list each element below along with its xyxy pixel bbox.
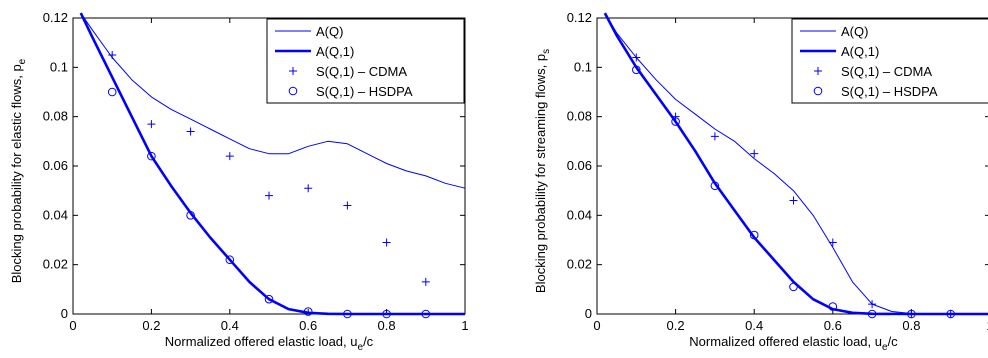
- cdma-point: [710, 132, 719, 141]
- legend-label: S(Q,1) – CDMA: [841, 64, 932, 79]
- hsdpa-point: [749, 230, 759, 240]
- hsdpa-point: [107, 87, 117, 97]
- y-axis-label-main: Blocking probability for streaming flows…: [533, 54, 548, 293]
- y-tick-label: 0.08: [43, 109, 68, 124]
- cdma-point: [828, 238, 837, 247]
- y-axis-label-sub: e: [17, 58, 28, 64]
- cdma-point: [265, 191, 273, 200]
- legend: A(Q) A(Q,1) S(Q,1) – CDMA S(Q,1) – HSDPA: [266, 18, 465, 104]
- x-tick-label: 0.4: [221, 318, 239, 333]
- cdma-point: [382, 238, 391, 247]
- cdma-point: [789, 196, 798, 205]
- cdma-point: [421, 277, 430, 286]
- hsdpa-point: [264, 294, 274, 304]
- hsdpa-point: [867, 309, 877, 319]
- chart-panel-1: 0 0.2 0.4 0.6 0.8 1 0 0.02 0.04 0.06 0.08 0.1 0.12 No…: [9, 10, 469, 353]
- cdma-point: [907, 310, 916, 318]
- legend-label: A(Q): [841, 24, 868, 39]
- cdma-point: [108, 51, 117, 59]
- y-tick-label: 0.1: [574, 59, 592, 74]
- hsdpa-point: [421, 309, 431, 319]
- legend-label: A(Q): [316, 24, 343, 39]
- x-axis-label-suffix: /c: [363, 334, 374, 349]
- legend-label: S(Q,1) – HSDPA: [316, 84, 413, 99]
- x-tick-label: 0.8: [902, 318, 920, 333]
- legend-swatch: [813, 86, 823, 96]
- x-tick-label: 0.8: [378, 318, 396, 333]
- cdma-point: [632, 53, 641, 62]
- legend: A(Q) A(Q,1) S(Q,1) – CDMA S(Q,1) – HSDPA: [791, 18, 988, 104]
- cdma-point: [304, 184, 313, 193]
- legend-box: [266, 18, 465, 104]
- x-tick-label: 0.2: [142, 318, 160, 333]
- hsdpa-point: [671, 117, 680, 126]
- x-tick-label: 0: [69, 318, 76, 333]
- y-tick-label: 0.12: [43, 10, 68, 25]
- x-axis-label: Normalized offered elastic load, ue/c: [689, 334, 898, 353]
- x-tick-label: 0.4: [745, 318, 763, 333]
- hsdpa-point: [907, 309, 916, 319]
- x-tick-label: 0: [593, 318, 600, 333]
- y-tick-label: 0.02: [567, 257, 592, 272]
- legend-box: [791, 18, 988, 104]
- y-tick-label: 0.06: [567, 158, 592, 173]
- y-tick-label: 0: [585, 306, 592, 321]
- cdma-point: [750, 149, 759, 158]
- y-tick-label: 0.04: [567, 207, 592, 222]
- cdma-point: [225, 152, 234, 161]
- legend-label: S(Q,1) – CDMA: [316, 64, 407, 79]
- hsdpa-point: [343, 309, 352, 319]
- y-axis-label: Blocking probability for streaming flows…: [533, 49, 552, 293]
- y-tick-label: 0.04: [43, 207, 68, 222]
- y-tick-label: 0.06: [43, 158, 68, 173]
- chart-panel-2: 0 0.2 0.4 0.6 0.8 1 0 0.02 0.04 0.06 0.08 0.1 0.12 No…: [533, 10, 988, 353]
- cdma-point: [147, 120, 156, 129]
- x-axis-label: Normalized offered elastic load, ue/c: [165, 334, 374, 353]
- y-tick-label: 0.08: [567, 109, 592, 124]
- legend-label: A(Q,1): [841, 44, 879, 59]
- hsdpa-point: [382, 309, 391, 319]
- y-tick-label: 0: [61, 306, 68, 321]
- x-axis-label-main: Normalized offered elastic load, u: [165, 334, 358, 349]
- x-tick-label: 0.2: [667, 318, 685, 333]
- x-axis-label-suffix: /c: [888, 334, 899, 349]
- series-line-1: [80, 12, 466, 189]
- y-axis-label: Blocking probability for elastic flows, …: [9, 58, 28, 283]
- y-tick-label: 0.12: [567, 10, 592, 25]
- legend-label: S(Q,1) – HSDPA: [841, 84, 938, 99]
- hsdpa-point: [303, 307, 313, 316]
- hsdpa-point: [710, 181, 720, 191]
- cdma-point: [946, 310, 955, 318]
- y-axis-label-main: Blocking probability for elastic flows, …: [9, 64, 24, 283]
- legend-swatch: [288, 86, 298, 96]
- y-tick-label: 0.02: [43, 257, 68, 272]
- hsdpa-point: [632, 65, 641, 75]
- hsdpa-point: [147, 151, 156, 161]
- cdma-point: [186, 127, 195, 136]
- legend-swatch: [289, 67, 297, 75]
- legend-label: A(Q,1): [316, 44, 354, 59]
- cdma-point: [343, 201, 352, 210]
- x-axis-label-sub: e: [358, 342, 364, 353]
- cdma-point: [671, 112, 680, 121]
- x-tick-label: 1: [461, 318, 468, 333]
- hsdpa-point: [789, 282, 798, 292]
- legend-swatch: [814, 67, 822, 75]
- x-tick-label: 1: [986, 318, 988, 333]
- hsdpa-point: [828, 302, 838, 311]
- hsdpa-point: [946, 309, 956, 319]
- y-tick-label: 0.1: [50, 59, 68, 74]
- x-tick-label: 0.6: [824, 318, 842, 333]
- x-axis-label-main: Normalized offered elastic load, u: [689, 334, 882, 349]
- y-axis-label-sub: s: [541, 49, 552, 54]
- cdma-point: [868, 300, 877, 309]
- series-line-2: [603, 12, 988, 316]
- series-line-2: [79, 12, 465, 316]
- x-axis-label-sub: e: [882, 342, 888, 353]
- hsdpa-point: [225, 255, 235, 265]
- x-tick-label: 0.6: [299, 318, 317, 333]
- hsdpa-point: [186, 211, 195, 220]
